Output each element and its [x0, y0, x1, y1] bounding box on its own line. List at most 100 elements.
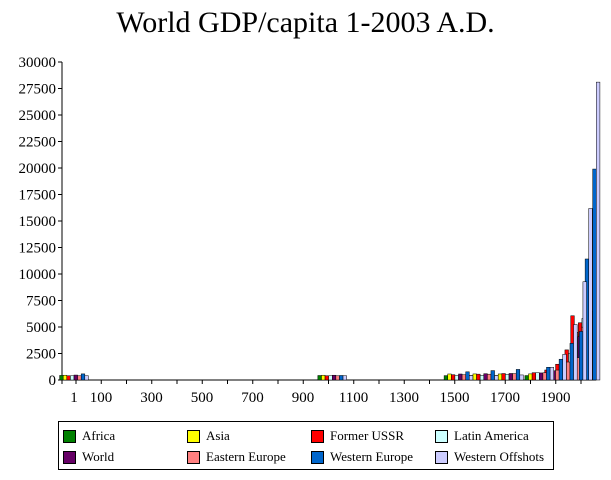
legend-label: World — [82, 449, 115, 464]
legend-item-western-europe: Western Europe — [311, 449, 413, 465]
legend-item-world: World — [63, 449, 114, 465]
y-tick-label: 0 — [49, 373, 57, 389]
bar-former-ussr-1 — [66, 375, 71, 381]
x-tick-label: 1300 — [389, 390, 419, 406]
y-tick-label: 22500 — [19, 135, 57, 151]
bar-western-europe-1000 — [339, 375, 344, 381]
x-tick-label: 1900 — [540, 390, 570, 406]
x-tick-label: 300 — [140, 390, 163, 406]
tick-labels: 0 2500 5000 7500 10000 12500 15000 17500 20000 22… — [19, 55, 571, 406]
bar-world-1700 — [508, 373, 513, 381]
bar-asia-1820 — [528, 373, 533, 381]
bar-world-1 — [73, 374, 78, 381]
bar-western-europe-1600 — [490, 370, 495, 381]
y-tick-label: 17500 — [19, 188, 57, 204]
bar-western-europe-1820 — [546, 367, 551, 381]
bar-world-1820 — [539, 372, 544, 381]
y-tick-label: 2500 — [26, 347, 56, 363]
y-tick-label: 20000 — [19, 161, 57, 177]
legend-swatch — [63, 450, 76, 464]
bar-former-ussr-1500 — [451, 374, 456, 381]
x-tick-label: 1 — [70, 390, 78, 406]
bar-latin-america-1700 — [505, 374, 510, 381]
bar-eastern-europe-1820 — [542, 372, 547, 381]
y-tick-label: 7500 — [26, 294, 56, 310]
y-tick-label: 25000 — [19, 108, 57, 124]
axes — [58, 61, 596, 384]
legend-item-western-offshots: Western Offshots — [435, 449, 544, 465]
bars — [59, 81, 601, 381]
bar-western-offshots-1913 — [573, 324, 578, 381]
legend-item-former-ussr: Former USSR — [311, 428, 404, 444]
legend-label: Western Offshots — [454, 449, 545, 464]
bar-latin-america-1600 — [479, 375, 484, 381]
bar-eastern-europe-1000 — [335, 375, 340, 381]
y-tick-label: 5000 — [26, 320, 56, 336]
bar-former-ussr-1000 — [324, 375, 329, 381]
bar-asia-1000 — [321, 374, 326, 381]
bar-world-1600 — [483, 373, 488, 381]
y-tick-label: 12500 — [19, 241, 57, 257]
bar-asia-1500 — [447, 373, 452, 381]
bar-western-offshots-1820 — [549, 367, 554, 381]
bar-eastern-europe-1870 — [555, 369, 560, 381]
bar-former-ussr-1700 — [501, 373, 506, 381]
x-tick-label: 900 — [292, 390, 315, 406]
bar-world-1000 — [332, 374, 337, 381]
bar-western-offshots-1700 — [519, 374, 524, 381]
bar-africa-1000 — [317, 375, 322, 381]
legend-item-africa: Africa — [63, 428, 115, 444]
bar-latin-america-1500 — [454, 375, 459, 381]
bar-eastern-europe-1600 — [487, 373, 492, 381]
bar-asia-1600 — [472, 373, 477, 381]
legend-item-asia: Asia — [187, 428, 230, 444]
legend-label: Latin America — [454, 428, 529, 443]
legend-swatch — [311, 429, 324, 443]
bar-latin-america-1820 — [535, 372, 540, 381]
bar-world-1500 — [458, 373, 463, 381]
bar-western-europe-1870 — [558, 358, 563, 381]
legend-swatch — [63, 429, 76, 443]
y-tick-label: 27500 — [19, 82, 57, 98]
bar-western-europe-1500 — [465, 371, 470, 381]
bar-western-europe-2003 — [592, 168, 597, 381]
bar-western-europe-1 — [80, 373, 86, 381]
bar-western-offshots-1500 — [469, 375, 474, 381]
bar-former-ussr-1820 — [531, 372, 536, 381]
bar-western-offshots-1 — [84, 375, 89, 381]
bar-africa-1 — [59, 375, 64, 381]
bar-latin-america-1000 — [328, 375, 333, 381]
legend-item-latin-america: Latin America — [435, 428, 529, 444]
x-tick-label: 100 — [90, 390, 113, 406]
legend-label: Africa — [82, 428, 116, 443]
y-tick-label: 30000 — [19, 55, 57, 71]
x-tick-label: 1700 — [490, 390, 520, 406]
legend: Africa Asia Former USSR Latin America World E… — [58, 421, 554, 470]
legend-swatch — [187, 429, 200, 443]
legend-label: Asia — [206, 428, 230, 443]
x-tick-label: 500 — [191, 390, 214, 406]
bar-western-offshots-1600 — [494, 375, 499, 381]
chart-title: World GDP/capita 1-2003 A.D. — [116, 6, 495, 39]
bar-latin-america-1 — [70, 375, 75, 381]
bar-asia-1700 — [497, 373, 503, 381]
legend-label: Eastern Europe — [206, 449, 286, 464]
bar-eastern-europe-1 — [77, 375, 82, 381]
x-tick-label: 700 — [241, 390, 264, 406]
bar-western-offshots-1870 — [562, 354, 567, 381]
legend-swatch — [435, 450, 448, 464]
bar-eastern-europe-1700 — [512, 373, 517, 381]
bar-africa-1820 — [524, 375, 529, 381]
legend-item-eastern-europe: Eastern Europe — [187, 449, 286, 465]
bar-western-offshots-1950 — [582, 281, 587, 381]
x-tick-label: 1100 — [339, 390, 368, 406]
bar-former-ussr-1600 — [476, 373, 481, 381]
bar-chart: 0 2500 5000 7500 10000 12500 15000 17500 20000 22… — [19, 55, 601, 406]
legend-label: Western Europe — [330, 449, 414, 464]
legend-label: Former USSR — [330, 428, 405, 443]
bar-asia-1 — [62, 374, 68, 381]
bar-eastern-europe-1913 — [566, 361, 571, 381]
y-tick-label: 10000 — [19, 267, 57, 283]
bar-western-offshots-1973 — [588, 208, 593, 381]
x-tick-label: 1500 — [439, 390, 469, 406]
